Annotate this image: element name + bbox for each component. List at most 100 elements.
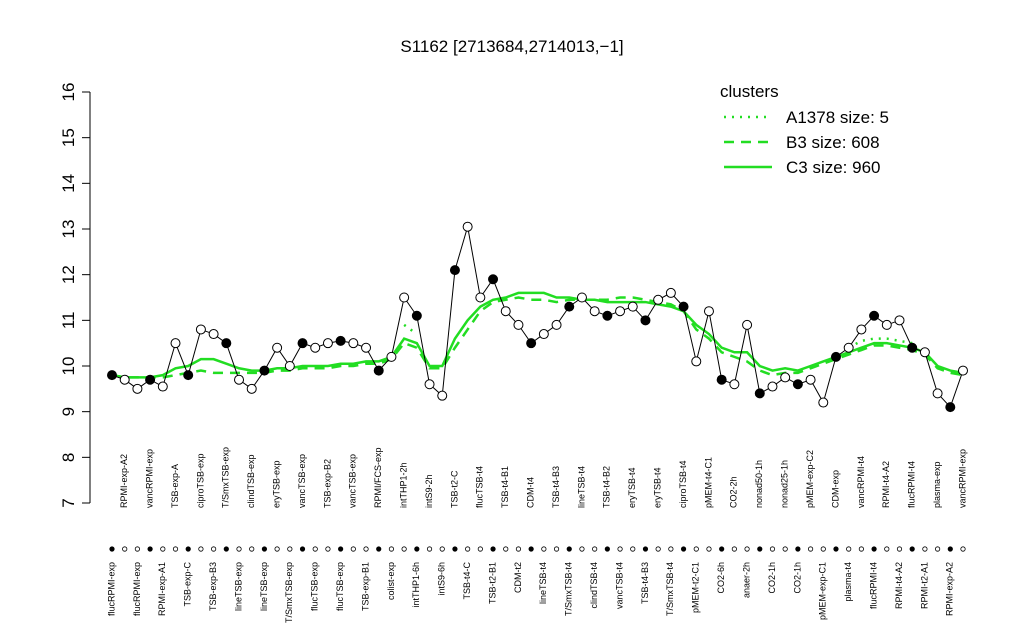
- x-tick-label: CO2-1h: [792, 562, 802, 594]
- y-tick-label: 16: [59, 83, 78, 102]
- x-tick-label: RPMI-t4-A2: [894, 562, 904, 609]
- sample-dot: [947, 546, 953, 552]
- x-tick-label: CO2-2h: [729, 476, 739, 508]
- x-tick-label: lineTSB-t4: [576, 466, 586, 508]
- sample-dot: [122, 546, 128, 552]
- data-point: [348, 338, 359, 349]
- sample-dot: [782, 546, 788, 552]
- sample-dot: [922, 546, 928, 552]
- x-tick-label: nonad50-1h: [754, 460, 764, 508]
- sample-dot: [744, 546, 750, 552]
- sample-dot: [896, 546, 903, 552]
- x-tick-label: pMEM-exp-C2: [805, 450, 815, 508]
- y-tick-label: 12: [59, 265, 78, 284]
- data-point: [754, 388, 765, 399]
- sample-dot: [249, 546, 255, 552]
- data-point: [691, 356, 702, 367]
- sample-dot: [693, 546, 699, 552]
- x-tick-label: T/SmxTSB-t4: [665, 562, 675, 616]
- y-tick-label: 13: [59, 220, 78, 239]
- x-tick-label: intTHP1-2h: [399, 462, 409, 508]
- sample-dot: [515, 546, 522, 552]
- x-tick-label: TSB-exp-C: [183, 562, 193, 607]
- data-point: [488, 274, 499, 285]
- sample-dot: [401, 546, 407, 552]
- sample-dot: [617, 546, 623, 552]
- sample-dot: [465, 546, 471, 552]
- x-tick-label: intTHP1-6h: [411, 562, 421, 608]
- data-point: [767, 381, 778, 392]
- data-point: [399, 292, 410, 303]
- data-point: [246, 383, 257, 394]
- y-tick-label: 8: [59, 453, 78, 462]
- data-point: [475, 292, 486, 303]
- sample-dot: [731, 546, 737, 552]
- x-tick-label: TSB-t4-B3: [551, 466, 561, 508]
- x-tick-label: pMEM-t2-C1: [691, 562, 701, 613]
- sample-dot: [414, 546, 420, 552]
- sample-dot: [541, 546, 547, 552]
- sample-dot: [934, 546, 941, 552]
- x-tick-label: CDM-t2: [513, 562, 523, 593]
- sample-dot: [325, 546, 331, 552]
- sample-dot: [198, 546, 204, 552]
- data-point: [894, 315, 905, 326]
- x-tick-label: plasma-exp: [932, 461, 942, 508]
- x-tick-label: CDM-t4: [526, 477, 536, 508]
- x-tick-label: TSB-exp-B3: [208, 562, 218, 611]
- cluster-line: [111, 291, 964, 379]
- sample-dot: [820, 546, 826, 552]
- x-tick-label: flucTSB-exp: [335, 562, 345, 611]
- sample-dot: [350, 546, 356, 552]
- data-point: [589, 306, 600, 317]
- data-point: [780, 372, 791, 383]
- chart-title: S1162 [2713684,2714013,−1]: [400, 37, 623, 56]
- data-point: [259, 365, 270, 376]
- x-tick-label: flucRPMI-exp: [106, 562, 116, 616]
- data-point: [538, 329, 549, 340]
- sample-dot: [553, 546, 560, 552]
- data-point: [411, 310, 422, 321]
- y-tick-label: 7: [59, 498, 78, 507]
- data-point: [919, 347, 930, 358]
- data-point: [665, 287, 676, 298]
- sample-dot: [655, 546, 661, 552]
- data-point: [132, 383, 143, 394]
- x-tick-label: intS9-6h: [437, 562, 447, 596]
- x-tick-label: flucRPMI-t4: [868, 562, 878, 609]
- data-point: [627, 301, 638, 312]
- sample-dot: [338, 546, 344, 552]
- cluster-line: [111, 296, 964, 379]
- data-point: [703, 306, 714, 317]
- data-point: [373, 365, 384, 376]
- x-tick-label: vancTSB-exp: [348, 454, 358, 508]
- data-point: [907, 342, 918, 353]
- sample-dot: [858, 546, 864, 552]
- sample-dot: [490, 546, 496, 552]
- data-point: [805, 374, 816, 385]
- data-point: [449, 265, 460, 276]
- data-point: [640, 315, 651, 326]
- sample-dot: [223, 546, 229, 552]
- data-point: [170, 338, 181, 349]
- x-tick-label: TSB-t2-C: [449, 470, 459, 508]
- sample-dot: [871, 546, 877, 552]
- sample-dot: [528, 546, 534, 552]
- x-tick-label: anaer-2h: [741, 562, 751, 598]
- y-tick-label: 10: [59, 357, 78, 376]
- data-point: [958, 365, 968, 376]
- x-tick-label: RPMI-t2-A1: [919, 562, 929, 609]
- sample-dot: [134, 546, 141, 552]
- data-point: [297, 338, 308, 349]
- x-tick-label: plasma-t4: [843, 562, 853, 602]
- data-point: [830, 351, 841, 362]
- x-tick-label: RPMI-exp-A2: [119, 454, 129, 508]
- sample-dot: [426, 546, 433, 552]
- sample-dot: [211, 546, 217, 552]
- data-point: [564, 301, 575, 312]
- sample-dot: [376, 546, 382, 552]
- sample-dot: [706, 546, 712, 552]
- sample-dot: [807, 546, 814, 552]
- x-tick-label: TSB-t4-C: [462, 562, 472, 600]
- sample-dot: [363, 546, 369, 552]
